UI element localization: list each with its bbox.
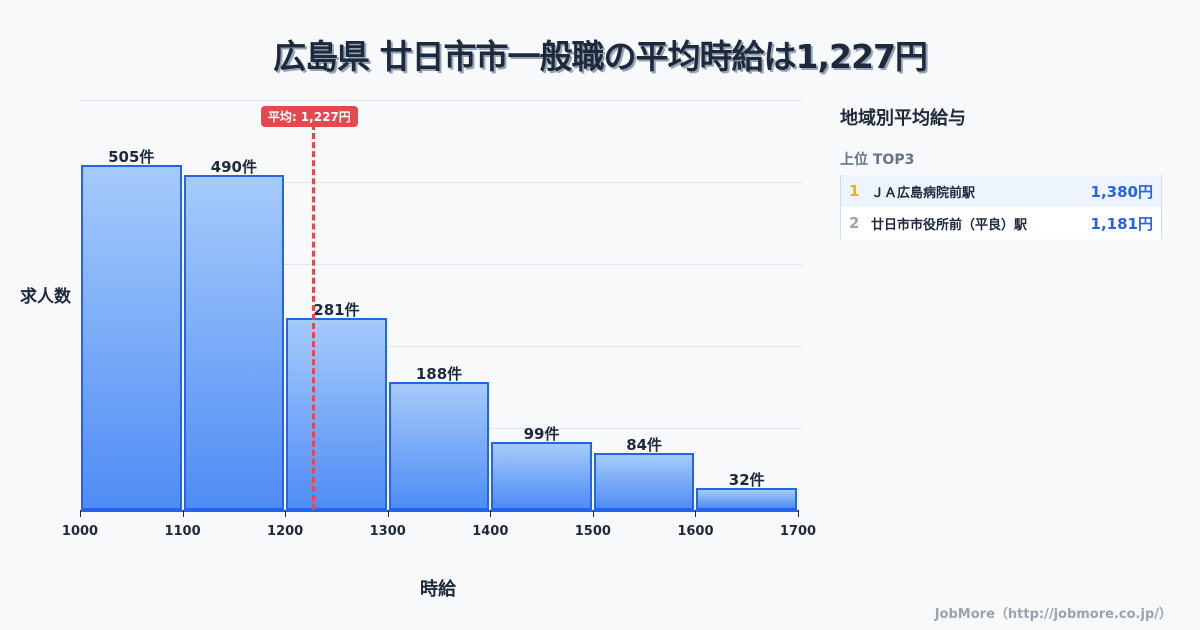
average-line bbox=[311, 124, 315, 510]
x-tick bbox=[695, 510, 697, 517]
x-tick-label: 1700 bbox=[779, 524, 817, 539]
ranking-item[interactable]: 1 ＪＡ広島病院前駅 1,380円 bbox=[841, 175, 1161, 207]
x-axis-line bbox=[80, 510, 798, 512]
histogram-plot-area: 505件 490件 281件 188件 99件 84件 32件 bbox=[80, 100, 802, 510]
x-tick-label: 1500 bbox=[574, 524, 611, 539]
histogram-bar[interactable]: 84件 bbox=[593, 436, 695, 510]
x-tick-label: 1100 bbox=[164, 524, 201, 539]
regional-salary-title: 地域別平均給与 bbox=[840, 108, 966, 129]
average-wage: 1,380円 bbox=[1090, 182, 1153, 201]
top3-subtitle: 上位 TOP3 bbox=[840, 152, 915, 168]
histogram-bar[interactable]: 188件 bbox=[388, 365, 490, 510]
x-tick bbox=[80, 510, 81, 517]
bar-value-label: 281件 bbox=[313, 300, 360, 319]
average-badge: 平均: 1,227円 bbox=[260, 106, 358, 127]
grid-line bbox=[80, 264, 802, 265]
y-axis-label: 求人数 bbox=[20, 287, 71, 307]
x-tick bbox=[285, 510, 287, 517]
x-tick-label: 1600 bbox=[677, 524, 714, 539]
average-wage: 1,181円 bbox=[1090, 214, 1153, 233]
grid-line bbox=[80, 182, 802, 183]
grid-line bbox=[80, 346, 802, 347]
bar-value-label: 490件 bbox=[210, 158, 257, 177]
x-tick bbox=[592, 510, 594, 517]
page-title: 広島県 廿日市市一般職の平均時給は1,227円 bbox=[273, 37, 928, 76]
x-tick bbox=[798, 510, 799, 517]
rank-number: 1 bbox=[849, 182, 860, 200]
x-tick-label: 1400 bbox=[472, 524, 509, 539]
x-tick-label: 1300 bbox=[369, 524, 406, 539]
bar-value-label: 32件 bbox=[728, 471, 765, 490]
bar-value-label: 84件 bbox=[626, 435, 663, 454]
station-name: 廿日市市役所前（平良）駅 bbox=[871, 217, 1028, 233]
bar-value-label: 99件 bbox=[523, 425, 560, 444]
rank-number: 2 bbox=[849, 214, 860, 232]
grid-line bbox=[80, 100, 802, 101]
x-tick-label: 1000 bbox=[61, 524, 99, 539]
station-name: ＪＡ広島病院前駅 bbox=[871, 185, 976, 201]
x-tick bbox=[182, 510, 184, 517]
x-tick-label: 1200 bbox=[267, 524, 304, 539]
histogram-bar[interactable]: 32件 bbox=[696, 471, 797, 510]
x-axis-label: 時給 bbox=[420, 579, 456, 600]
footer-credit: JobMore（http://jobmore.co.jp/） bbox=[934, 607, 1172, 622]
x-tick bbox=[490, 510, 492, 517]
histogram-bar[interactable]: 505件 bbox=[81, 148, 182, 510]
bar-value-label: 188件 bbox=[415, 364, 463, 383]
bar-value-label: 505件 bbox=[108, 147, 155, 166]
histogram-bar[interactable]: 281件 bbox=[286, 301, 387, 510]
ranking-item[interactable]: 2 廿日市市役所前（平良）駅 1,181円 bbox=[841, 207, 1161, 239]
histogram-bar[interactable]: 99件 bbox=[491, 425, 592, 510]
x-tick bbox=[387, 510, 389, 517]
histogram-bar[interactable]: 490件 bbox=[183, 158, 285, 510]
ranking-list: 1 ＪＡ広島病院前駅 1,380円 2 廿日市市役所前（平良）駅 1,181円 bbox=[840, 175, 1162, 239]
